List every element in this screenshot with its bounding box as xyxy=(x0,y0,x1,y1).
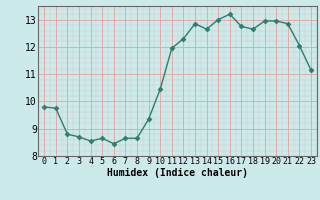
X-axis label: Humidex (Indice chaleur): Humidex (Indice chaleur) xyxy=(107,168,248,178)
